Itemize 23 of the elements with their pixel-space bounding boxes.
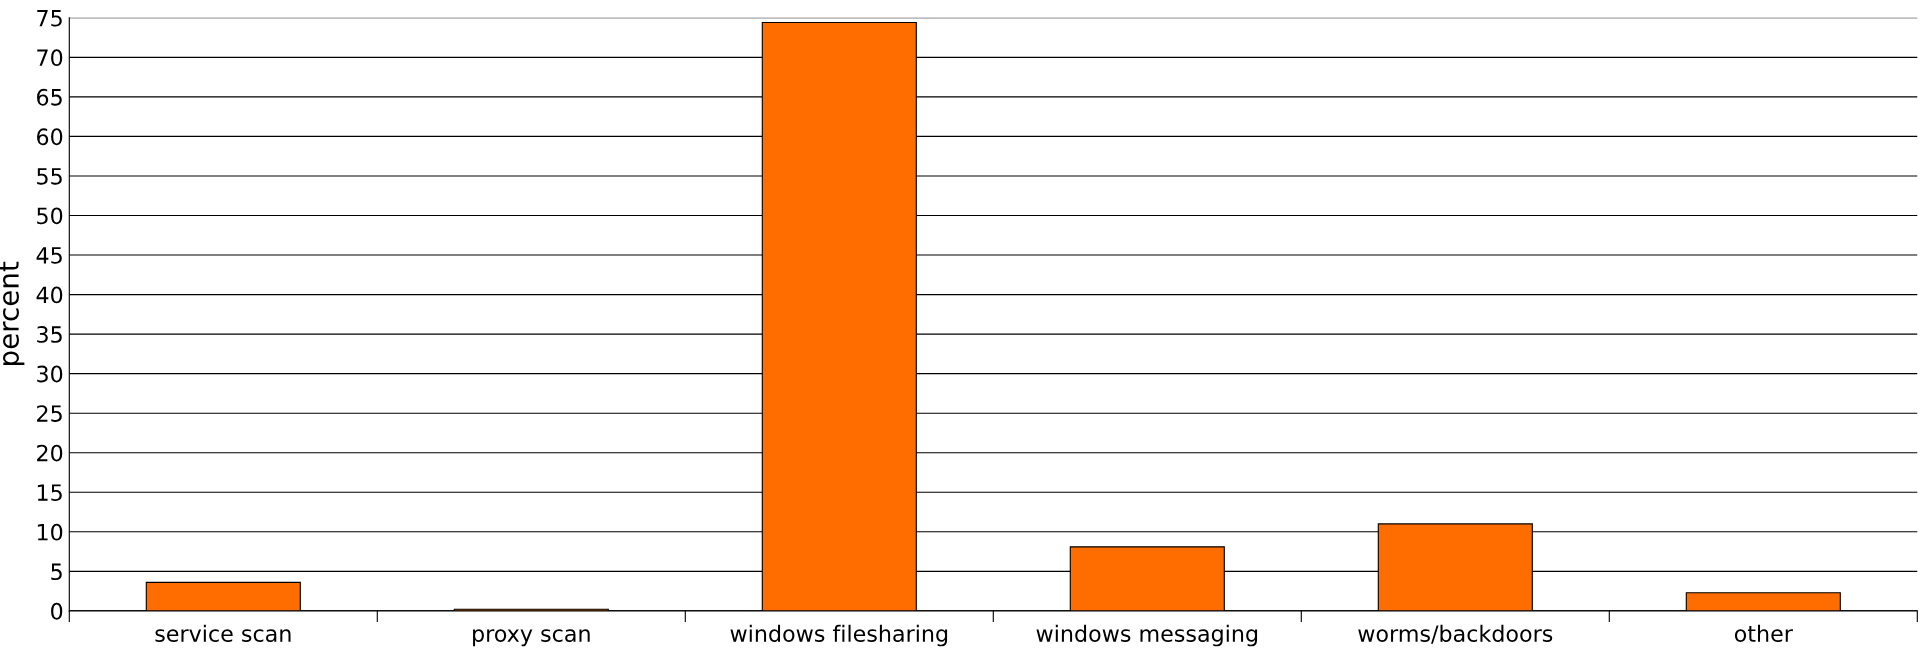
y-tick-label: 55 xyxy=(37,168,62,185)
x-tick-label: worms/backdoors xyxy=(1358,624,1553,644)
y-tick-label: 65 xyxy=(37,88,62,106)
y-axis-title: percent xyxy=(0,261,25,366)
y-tick-label: 45 xyxy=(36,247,62,264)
y-tick-label: 20 xyxy=(37,444,63,462)
y-tick-label: 60 xyxy=(37,128,63,146)
y-tick-label: 15 xyxy=(37,484,62,502)
y-tick-label: 50 xyxy=(37,207,63,225)
y-tick-label: 10 xyxy=(37,523,63,541)
y-tick-label: 5 xyxy=(51,563,62,581)
x-tick-label: proxy scan xyxy=(473,629,590,647)
x-tick-label: windows filesharing xyxy=(730,624,948,647)
x-tick-label: windows messaging xyxy=(1036,624,1258,647)
y-tick-label: 30 xyxy=(37,365,63,383)
y-tick-label: 70 xyxy=(37,49,63,67)
y-tick-label: 75 xyxy=(37,10,62,27)
y-tick-label: 25 xyxy=(37,405,62,422)
y-tick-label: 35 xyxy=(37,326,62,343)
x-tick-label: other xyxy=(1734,624,1793,642)
x-tick-label: service scan xyxy=(155,624,291,642)
y-tick-label: 40 xyxy=(36,286,63,304)
y-tick-label: 0 xyxy=(51,602,63,620)
